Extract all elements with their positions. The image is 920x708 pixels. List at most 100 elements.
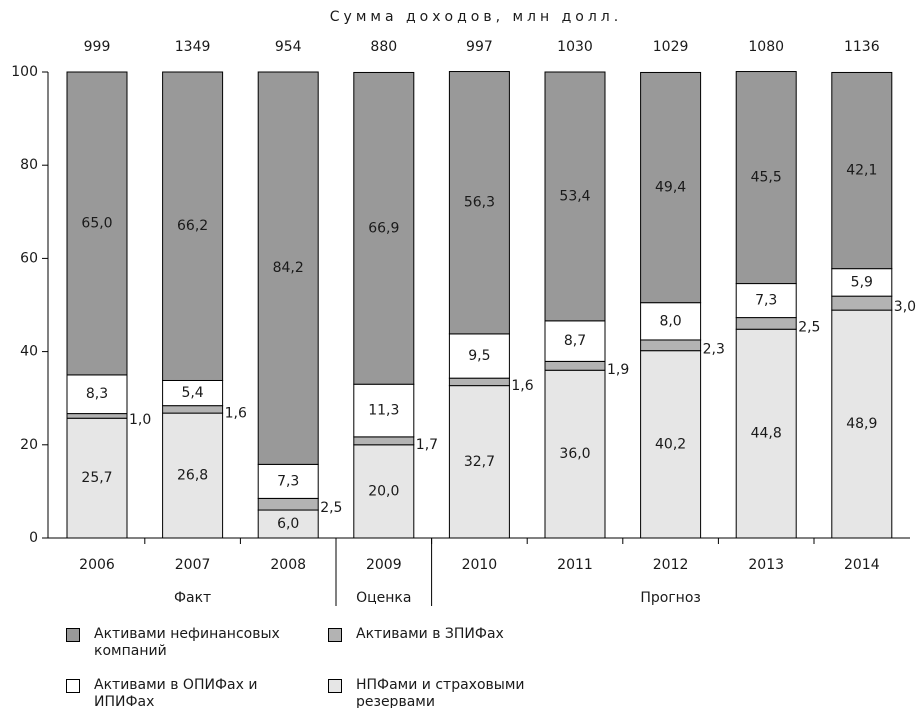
bar-segment — [448, 377, 510, 387]
value-label: 65,0 — [81, 215, 112, 231]
bar-segment — [162, 405, 224, 414]
x-tick-label: 2014 — [844, 557, 880, 573]
legend-label: Активами в ОПИФах и ИПИФах — [94, 677, 258, 708]
value-label: 7,3 — [755, 293, 777, 309]
x-tick-label: 2012 — [653, 557, 689, 573]
legend-swatch — [328, 628, 342, 642]
value-label: 11,3 — [368, 403, 399, 419]
bar-segment — [257, 497, 319, 511]
y-tick-label: 100 — [11, 64, 38, 80]
total-label: 1136 — [844, 39, 880, 55]
legend-swatch — [66, 679, 80, 693]
y-tick-label: 40 — [20, 344, 38, 360]
value-label: 2,5 — [320, 500, 342, 516]
value-label: 1,6 — [511, 378, 533, 394]
legend-swatch — [328, 679, 342, 693]
value-label: 6,0 — [277, 516, 299, 532]
value-label: 9,5 — [468, 348, 490, 364]
x-tick-label: 2010 — [462, 557, 498, 573]
value-label: 2,3 — [703, 341, 725, 357]
value-label: 66,2 — [177, 218, 208, 234]
legend-label: Активами в ЗПИФах — [356, 626, 504, 642]
legend-item: НПФами и страховыми резервами — [328, 677, 546, 708]
total-label: 1080 — [748, 39, 784, 55]
value-label: 32,7 — [464, 454, 495, 470]
x-tick-label: 2006 — [79, 557, 115, 573]
total-label: 954 — [275, 39, 302, 55]
bar-segment — [162, 379, 224, 407]
bar-segment — [831, 268, 893, 297]
legend-item: Активами в ЗПИФах — [328, 626, 546, 643]
value-label: 45,5 — [751, 170, 782, 186]
group-label: Факт — [174, 590, 211, 606]
value-label: 8,7 — [564, 333, 586, 349]
bar-segment — [448, 385, 510, 539]
legend-item: Активами нефинансовых компаний — [66, 626, 284, 660]
bar-segment — [831, 71, 893, 270]
y-tick-label: 80 — [20, 157, 38, 173]
value-label: 84,2 — [273, 260, 304, 276]
value-label: 49,4 — [655, 180, 686, 196]
y-tick-label: 0 — [29, 530, 38, 546]
bar-segment — [831, 309, 893, 539]
value-label: 56,3 — [464, 195, 495, 211]
value-label: 2,5 — [798, 319, 820, 335]
bar-segment — [735, 71, 797, 285]
value-label: 66,9 — [368, 220, 399, 236]
bar-segment — [640, 339, 702, 352]
bar-segment — [353, 383, 415, 438]
bar-segment — [66, 71, 128, 376]
bar-segment — [162, 412, 224, 539]
value-label: 42,1 — [846, 163, 877, 179]
total-label: 997 — [466, 39, 493, 55]
bar-segment — [735, 283, 797, 319]
value-label: 7,3 — [277, 473, 299, 489]
bar-segment — [735, 328, 797, 539]
value-label: 8,0 — [659, 313, 681, 329]
x-tick-label: 2011 — [557, 557, 593, 573]
bar-segment — [735, 317, 797, 330]
bar-segment — [448, 333, 510, 379]
group-label: Прогноз — [640, 590, 701, 606]
totals-title: Сумма доходов, млн долл. — [330, 9, 622, 25]
bar-segment — [544, 360, 606, 371]
x-tick-label: 2007 — [175, 557, 211, 573]
bar-segment — [353, 444, 415, 539]
bar-segment — [353, 436, 415, 446]
legend-label: НПФами и страховыми резервами — [356, 677, 525, 708]
value-label: 8,3 — [86, 386, 108, 402]
value-label: 40,2 — [655, 436, 686, 452]
value-label: 25,7 — [81, 470, 112, 486]
value-label: 5,4 — [181, 385, 203, 401]
bar-segment — [257, 463, 319, 499]
bar-segment — [162, 71, 224, 381]
value-label: 3,0 — [894, 299, 916, 315]
bar-segment — [353, 71, 415, 385]
value-label: 53,4 — [559, 188, 590, 204]
value-label: 5,9 — [851, 274, 873, 290]
total-label: 1029 — [653, 39, 689, 55]
bar-segment — [544, 71, 606, 322]
value-label: 26,8 — [177, 468, 208, 484]
bar-segment — [544, 369, 606, 539]
value-label: 48,9 — [846, 416, 877, 432]
bar-segment — [257, 71, 319, 465]
legend-swatch — [66, 628, 80, 642]
x-tick-label: 2009 — [366, 557, 402, 573]
bar-segment — [66, 374, 128, 415]
bar-segment — [640, 350, 702, 539]
value-label: 36,0 — [559, 446, 590, 462]
value-label: 20,0 — [368, 483, 399, 499]
x-tick-label: 2008 — [270, 557, 306, 573]
bar-segment — [831, 295, 893, 311]
value-label: 1,6 — [225, 405, 247, 421]
total-label: 1349 — [175, 39, 211, 55]
value-label: 1,9 — [607, 362, 629, 378]
bar-segment — [66, 417, 128, 539]
value-label: 1,7 — [416, 437, 438, 453]
bar-segment — [448, 71, 510, 335]
bar-segment — [66, 413, 128, 419]
value-label: 1,0 — [129, 412, 151, 428]
